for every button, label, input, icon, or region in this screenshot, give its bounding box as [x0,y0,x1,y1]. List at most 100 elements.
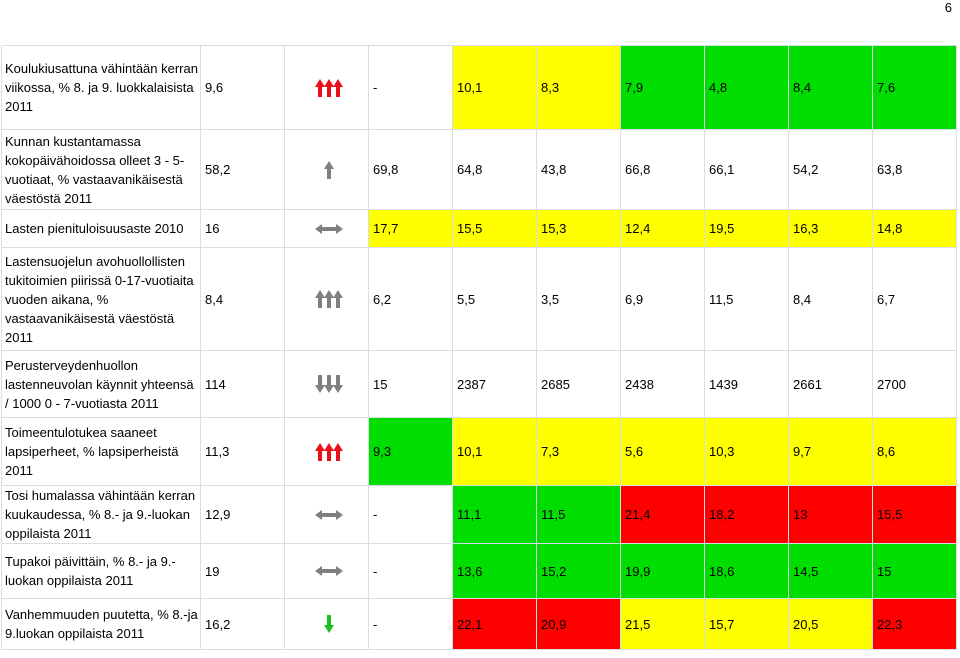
comparison-cell: 21,4 [620,485,705,544]
row-label: Perusterveydenhuollon lastenneuvolan käy… [1,350,201,418]
trend-indicator [284,209,369,248]
table-row: Koulukiusattuna vähintään kerran viikoss… [1,45,957,130]
trend-indicator [284,129,369,210]
table-row: Perusterveydenhuollon lastenneuvolan käy… [1,350,957,418]
comparison-cell: 14,5 [788,543,873,599]
comparison-cell: 11,5 [704,247,789,351]
trend-indicator [284,350,369,418]
comparison-cell: - [368,45,453,130]
comparison-cell: 66,1 [704,129,789,210]
trend-indicator [284,45,369,130]
comparison-cell: 2700 [872,350,957,418]
comparison-cell: 7,3 [536,417,621,486]
table-row: Tupakoi päivittäin, % 8.- ja 9.-luokan o… [1,543,957,599]
trend-indicator [284,543,369,599]
comparison-cell: 15,5 [452,209,537,248]
down-green-icon [323,615,334,633]
row-label: Vanhemmuuden puutetta, % 8.-ja 9.luokan … [1,598,201,650]
comparison-cell: 69,8 [368,129,453,210]
row-label: Lasten pienituloisuusaste 2010 [1,209,201,248]
comparison-cell: 10,1 [452,417,537,486]
comparison-cell: 18,2 [704,485,789,544]
double-arrow-gray-icon [314,223,343,234]
table-row: Lastensuojelun avohuollollisten tukitoim… [1,247,957,351]
comparison-cell: 9,3 [368,417,453,486]
comparison-cell: 9,7 [788,417,873,486]
comparison-cell: 19,5 [704,209,789,248]
comparison-cell: 8,3 [536,45,621,130]
row-label: Kunnan kustantamassa kokopäivähoidossa o… [1,129,201,210]
trend-indicator [284,417,369,486]
double-arrow-gray-icon [314,509,343,520]
up-gray-icon [323,160,334,179]
row-value: 9,6 [200,45,285,130]
double-arrow-gray-icon [314,566,343,576]
comparison-cell: 15 [368,350,453,418]
row-label: Tupakoi päivittäin, % 8.- ja 9.-luokan o… [1,543,201,599]
comparison-cell: 8,6 [872,417,957,486]
comparison-cell: 20,9 [536,598,621,650]
row-label: Koulukiusattuna vähintään kerran viikoss… [1,45,201,130]
comparison-cell: 22,1 [452,598,537,650]
comparison-cell: 21,5 [620,598,705,650]
comparison-cell: 4,8 [704,45,789,130]
table-row: Tosi humalassa vähintään kerran kuukaude… [1,485,957,544]
comparison-cell: 63,8 [872,129,957,210]
comparison-cell: 15,5 [872,485,957,544]
three-down-gray-icon [314,375,343,393]
row-value: 12,9 [200,485,285,544]
comparison-cell: 64,8 [452,129,537,210]
row-label: Lastensuojelun avohuollollisten tukitoim… [1,247,201,351]
comparison-cell: - [368,543,453,599]
row-value: 8,4 [200,247,285,351]
trend-indicator [284,485,369,544]
comparison-cell: 6,7 [872,247,957,351]
comparison-cell: 2685 [536,350,621,418]
three-up-red-icon [314,442,343,461]
comparison-cell: 19,9 [620,543,705,599]
indicator-table: Koulukiusattuna vähintään kerran viikoss… [1,45,957,650]
row-value: 16,2 [200,598,285,650]
comparison-cell: 10,3 [704,417,789,486]
comparison-cell: 15,2 [536,543,621,599]
comparison-cell: 13,6 [452,543,537,599]
comparison-cell: 2661 [788,350,873,418]
comparison-cell: 43,8 [536,129,621,210]
comparison-cell: 16,3 [788,209,873,248]
row-label: Tosi humalassa vähintään kerran kuukaude… [1,485,201,544]
row-value: 114 [200,350,285,418]
comparison-cell: 5,6 [620,417,705,486]
comparison-cell: - [368,485,453,544]
comparison-cell: 11,5 [536,485,621,544]
comparison-cell: 1439 [704,350,789,418]
comparison-cell: 20,5 [788,598,873,650]
comparison-cell: - [368,598,453,650]
trend-indicator [284,598,369,650]
row-value: 16 [200,209,285,248]
row-value: 11,3 [200,417,285,486]
comparison-cell: 54,2 [788,129,873,210]
comparison-cell: 2438 [620,350,705,418]
comparison-cell: 66,8 [620,129,705,210]
comparison-cell: 15 [872,543,957,599]
comparison-cell: 10,1 [452,45,537,130]
table-row: Kunnan kustantamassa kokopäivähoidossa o… [1,129,957,210]
comparison-cell: 6,2 [368,247,453,351]
three-up-gray-icon [314,290,343,308]
table-row: Vanhemmuuden puutetta, % 8.-ja 9.luokan … [1,598,957,650]
comparison-cell: 11,1 [452,485,537,544]
comparison-cell: 5,5 [452,247,537,351]
row-label: Toimeentulotukea saaneet lapsiperheet, %… [1,417,201,486]
comparison-cell: 3,5 [536,247,621,351]
comparison-cell: 12,4 [620,209,705,248]
comparison-cell: 22,3 [872,598,957,650]
row-value: 58,2 [200,129,285,210]
table-row: Lasten pienituloisuusaste 2010 16 17,7 15,5… [1,209,957,248]
comparison-cell: 18,6 [704,543,789,599]
trend-indicator [284,247,369,351]
comparison-cell: 15,3 [536,209,621,248]
comparison-cell: 6,9 [620,247,705,351]
page-number: 6 [944,0,952,15]
comparison-cell: 2387 [452,350,537,418]
comparison-cell: 17,7 [368,209,453,248]
